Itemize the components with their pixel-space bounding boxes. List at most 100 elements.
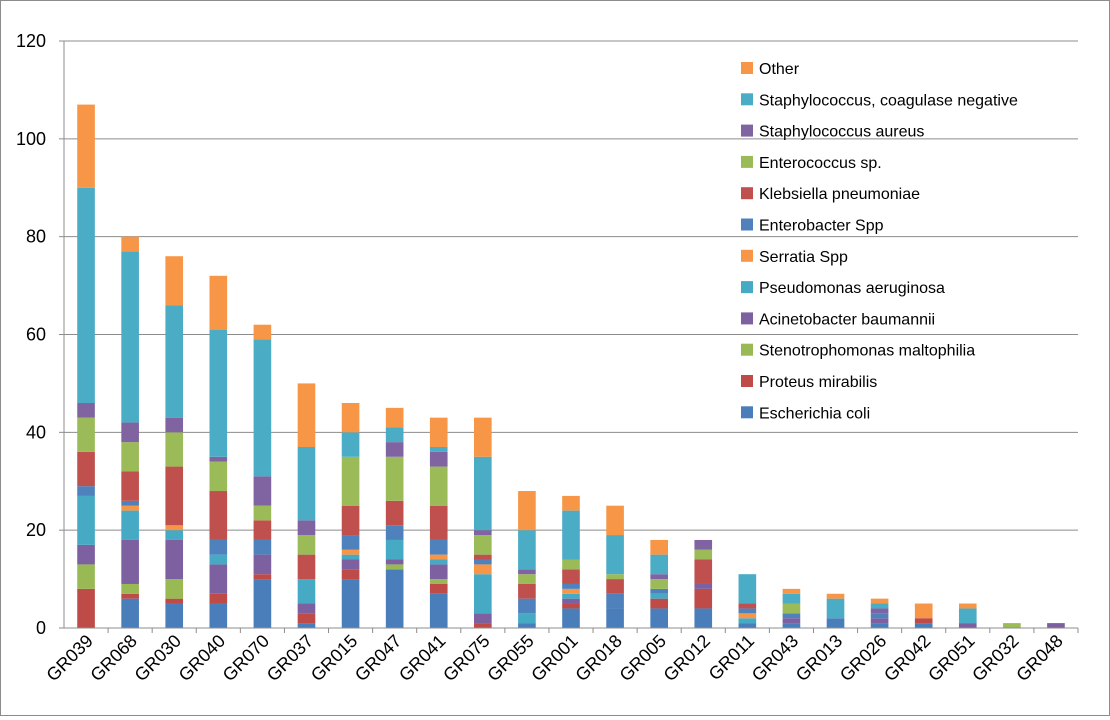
bar-segment [782,603,801,614]
bar-segment [77,451,95,487]
bar-segment [341,549,360,555]
legend-label: Acinetobacter baumannii [759,311,935,328]
legend: Other Staphylococcus, coagulase negative S… [741,61,1018,422]
bar-segment [209,539,228,555]
bar-segment [650,593,668,599]
legend-swatch [741,249,753,262]
bar-segment [341,554,360,560]
bar-segment [385,569,404,628]
bar-segment [738,623,757,628]
bar-segment [385,456,404,501]
bar-segment [121,236,139,252]
bar-segment [209,491,228,540]
y-tick-label: 80 [26,227,46,247]
bar-segment [429,447,448,452]
bar-segment [429,554,448,560]
bar-segment [958,608,977,624]
y-tick-label: 20 [26,520,46,540]
bar-segment [297,603,316,614]
bar-segment [341,579,360,628]
y-tick-label: 60 [26,325,46,345]
y-tick-label: 40 [26,422,46,442]
bar-segment [121,471,139,501]
bar-segment [429,579,448,584]
bar-segment [474,559,492,565]
bar-segment [1003,623,1021,628]
bar-segment [121,583,139,594]
bar-segment [385,525,404,540]
legend-label: Staphylococcus, coagulase negative [759,92,1018,109]
bar-segment [209,593,228,604]
bar-segment [694,588,713,609]
bar-segment [606,574,624,580]
x-tick-label: GR047 [351,631,405,685]
bar-segment [165,530,184,540]
bar-segment [650,608,668,628]
bar-segment [121,539,139,584]
x-tick-label: GR011 [705,631,759,685]
bar-segment [429,451,448,467]
x-tick-label: GR068 [86,631,140,685]
bar-segment [474,554,492,560]
legend-label: Enterobacter Spp [759,218,884,235]
bar-segment [562,588,580,594]
bar-segment [562,495,580,511]
bar-segment [694,608,713,628]
bar-segment [518,530,536,570]
x-tick-label: GR048 [1012,631,1066,685]
bar-segment [253,554,272,575]
legend-label: Stenotrophomonas maltophilia [759,343,975,360]
bar-segment [606,505,624,536]
bar-segment [165,417,184,433]
bar-segment [650,598,668,609]
y-tick-labels: 0 20 40 60 80 100 120 [16,31,46,638]
bar-segment [782,623,801,628]
x-tick-label: GR012 [660,631,714,685]
bar-segment [562,593,580,599]
bar-segment [738,608,757,614]
bar-segment [606,535,624,575]
bar-segment [738,618,757,624]
bar-segment [77,486,95,496]
bar-segment [870,618,889,624]
bar-segment [253,579,272,628]
bar-segment [650,574,668,580]
bar-segment [121,251,139,423]
x-tick-labels: GR039GR068GR030GR040GR070GR037GR015GR047… [42,631,1066,685]
bar-segment [121,593,139,599]
bar-segment [870,613,889,619]
bars [77,104,1065,628]
bar-segment [518,574,536,584]
bar-segment [385,500,404,526]
bar-segment [782,618,801,624]
bar-segment [209,564,228,594]
y-tick-label: 100 [16,129,46,149]
bar-segment [121,442,139,472]
bar-segment [121,500,139,506]
bar-segment [253,324,272,340]
bar-segment [297,623,316,628]
bar-segment [165,539,184,580]
bar-segment [429,564,448,580]
bar-segment [694,549,713,560]
legend-swatch [741,218,753,231]
legend-swatch [741,155,753,168]
bar-segment [121,422,139,443]
bar-segment [341,402,360,433]
legend-swatch [741,343,753,356]
bar-segment [297,613,316,624]
legend-label: Proteus mirabilis [759,374,877,391]
x-tick-label: GR070 [219,631,273,685]
legend-swatch [741,93,753,106]
bar-segment [385,559,404,565]
bar-segment [341,569,360,580]
bar-segment [826,593,845,599]
x-tick-label: GR042 [880,631,934,685]
bar-segment [77,544,95,565]
legend-label: Serratia Spp [759,249,848,266]
bar-segment [297,579,316,604]
bar-segment [562,598,580,604]
bar-segment [474,530,492,536]
bar-segment [209,554,228,565]
